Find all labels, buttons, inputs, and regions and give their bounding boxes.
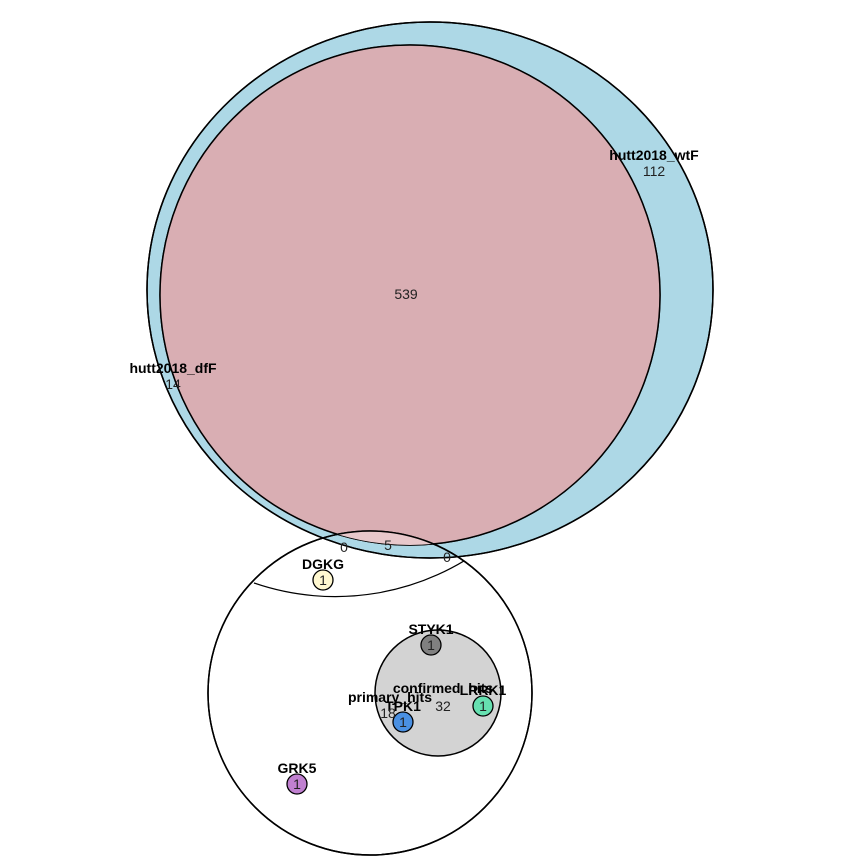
intersection-wtF-dfF-count: 539 <box>394 286 418 302</box>
gene-lrrk1-label: LRRK1 <box>460 682 507 698</box>
set-confirmed-hits-label: confirmed_hits <box>393 680 494 696</box>
gene-grk5-label: GRK5 <box>278 760 317 776</box>
gene-styk1-label: STYK1 <box>408 621 453 637</box>
set-confirmed-hits-count: 32 <box>435 698 451 714</box>
intersection-dfF-primary-count: 0 <box>340 539 348 555</box>
gene-dgkg-count: 1 <box>319 572 327 588</box>
gene-lrrk1: LRRK1 1 <box>460 682 507 717</box>
gene-tpk1: TPK1 1 <box>385 698 421 733</box>
set-primary-hits-count: 18 <box>380 705 396 721</box>
gene-dgkg-label: DGKG <box>302 556 344 572</box>
set-hutt2018-wtF-label: hutt2018_wtF <box>609 147 699 163</box>
overlap-wtF-dfF <box>160 45 660 545</box>
top-arc-overlap <box>253 542 491 598</box>
gene-styk1-count: 1 <box>427 637 435 653</box>
gene-lrrk1-count: 1 <box>479 698 487 714</box>
set-hutt2018-wtF-count: 112 <box>643 163 666 179</box>
intersection-wtF-primary-count: 0 <box>443 549 451 565</box>
set-hutt2018-dfF-label: hutt2018_dfF <box>129 360 217 376</box>
set-primary-hits-outline <box>207 530 533 856</box>
gene-dgkg: DGKG 1 <box>302 556 344 591</box>
gene-styk1: STYK1 1 <box>408 621 454 656</box>
gene-grk5: GRK5 1 <box>278 760 317 795</box>
gene-tpk1-count: 1 <box>399 714 407 730</box>
gene-tpk1-label: TPK1 <box>385 698 421 714</box>
set-hutt2018-wtF-outline <box>146 21 714 559</box>
set-hutt2018-dfF-count: 14 <box>165 376 181 392</box>
gene-grk5-count: 1 <box>293 776 301 792</box>
intersection-wtF-dfF-primary-count: 5 <box>384 537 392 553</box>
set-primary-hits-label: primary_hits <box>348 689 432 705</box>
